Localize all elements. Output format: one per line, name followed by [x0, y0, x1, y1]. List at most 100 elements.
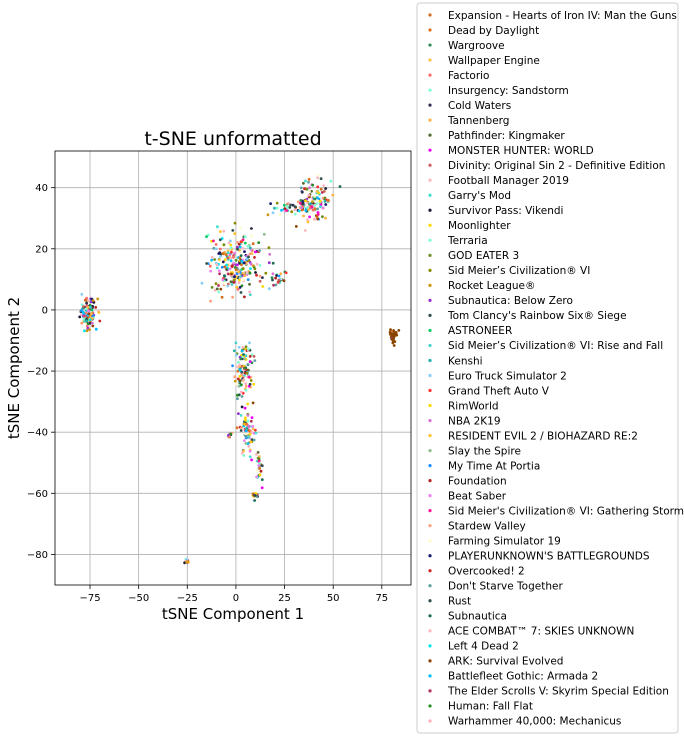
scatter-point: [247, 347, 251, 351]
x-tick-label: −75: [79, 593, 100, 604]
scatter-point: [242, 378, 246, 381]
scatter-point: [246, 244, 250, 248]
legend-label: Human: Fall Flat: [448, 701, 533, 713]
legend-label: Wallpaper Engine: [448, 55, 540, 67]
scatter-point: [319, 187, 323, 191]
scatter-point: [218, 281, 221, 284]
scatter-point: [305, 201, 309, 205]
scatter-point: [316, 199, 320, 203]
scatter-point: [301, 202, 305, 206]
scatter-point: [256, 451, 260, 454]
scatter-point: [257, 464, 261, 467]
legend-label: PLAYERUNKNOWN'S BATTLEGROUNDS: [448, 551, 650, 563]
scatter-point: [219, 287, 223, 291]
scatter-point: [91, 321, 94, 325]
scatter-point: [271, 261, 275, 265]
scatter-point: [82, 305, 85, 308]
scatter-point: [229, 259, 233, 263]
scatter-point: [257, 459, 261, 463]
scatter-point: [232, 261, 236, 265]
scatter-point: [267, 261, 271, 265]
scatter-point: [249, 262, 253, 266]
scatter-point: [266, 213, 270, 217]
legend-label: Football Manager 2019: [448, 175, 569, 187]
scatter-point: [232, 280, 236, 284]
scatter-point: [321, 206, 325, 210]
legend-label: Moonlighter: [448, 220, 511, 232]
scatter-point: [271, 278, 274, 282]
scatter-point: [94, 306, 98, 309]
scatter-point: [242, 449, 246, 453]
scatter-point: [248, 246, 252, 250]
scatter-point: [85, 319, 89, 323]
scatter-point: [213, 288, 217, 292]
scatter-point: [313, 195, 317, 198]
scatter-point: [85, 329, 89, 333]
scatter-point: [248, 271, 252, 275]
scatter-point: [253, 499, 256, 502]
scatter-point: [87, 299, 90, 303]
scatter-point: [243, 295, 246, 299]
scatter-point: [271, 272, 275, 276]
legend-label: Stardew Valley: [448, 520, 526, 532]
scatter-point: [304, 199, 307, 203]
legend-label: Slay the Spire: [448, 445, 521, 457]
legend-label: Grand Theft Auto V: [448, 385, 550, 397]
scatter-point: [290, 210, 294, 214]
legend-marker: [428, 464, 432, 468]
scatter-point: [253, 494, 257, 497]
legend-marker: [428, 103, 432, 107]
scatter-point: [205, 235, 208, 239]
scatter-point: [261, 276, 264, 279]
scatter-point: [260, 464, 264, 468]
scatter-point: [218, 272, 222, 276]
scatter-point: [233, 275, 236, 279]
scatter-point: [237, 281, 241, 285]
scatter-point: [243, 406, 247, 410]
scatter-point: [218, 247, 222, 251]
scatter-point: [212, 239, 215, 243]
scatter-point: [321, 196, 325, 200]
scatter-point: [228, 253, 232, 257]
scatter-point: [235, 285, 239, 289]
legend-marker: [428, 193, 432, 197]
scatter-point: [238, 368, 242, 372]
legend-marker: [428, 599, 432, 603]
scatter-point: [242, 353, 245, 356]
scatter-point: [324, 216, 327, 220]
legend-box: [416, 2, 679, 734]
scatter-point: [207, 233, 210, 237]
scatter-point: [223, 274, 226, 278]
scatter-point: [248, 252, 252, 256]
x-tick-label: 0: [233, 593, 239, 604]
scatter-point: [288, 206, 292, 209]
scatter-point: [225, 268, 228, 271]
scatter-point: [305, 206, 309, 209]
scatter-point: [277, 274, 281, 278]
scatter-point: [324, 187, 328, 190]
legend-label: Sid Meier’s Civilization® VI: [448, 265, 590, 277]
legend-marker: [428, 88, 432, 92]
legend-marker: [428, 418, 432, 423]
scatter-point: [236, 360, 240, 364]
scatter-point: [244, 432, 247, 436]
scatter-point: [88, 306, 92, 309]
scatter-point: [240, 451, 244, 455]
scatter-point: [250, 416, 254, 419]
legend-marker: [428, 298, 432, 302]
legend-marker: [428, 689, 432, 693]
scatter-point: [275, 274, 278, 277]
scatter-point: [239, 240, 243, 244]
legend-label: MONSTER HUNTER: WORLD: [448, 145, 594, 157]
scatter-point: [220, 265, 224, 269]
scatter-point: [308, 186, 311, 190]
scatter-point: [209, 269, 213, 273]
legend-label: My Time At Portia: [448, 460, 540, 472]
scatter-point: [261, 285, 265, 288]
scatter-point: [90, 317, 94, 320]
scatter-point: [299, 199, 303, 202]
scatter-point: [253, 359, 257, 362]
x-tick-label: 50: [327, 593, 340, 604]
scatter-point: [299, 201, 302, 205]
scatter-point: [229, 243, 233, 247]
